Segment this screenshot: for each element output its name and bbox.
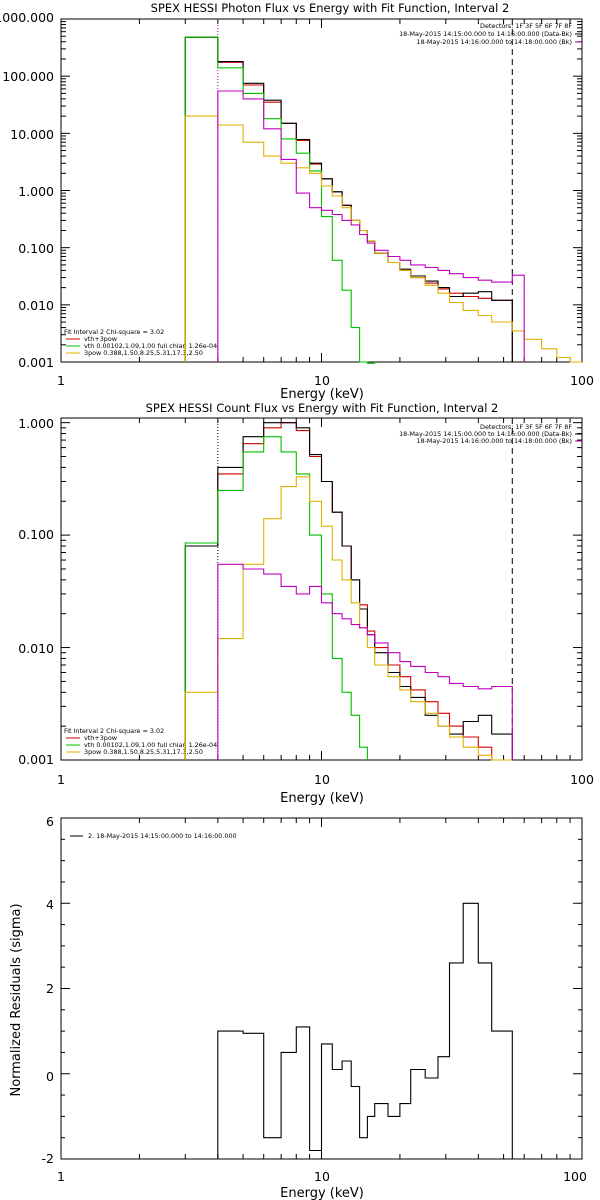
count-y-tick-label: 1.000 — [18, 416, 54, 431]
photon-fit-legend-text: vth+3pow — [84, 335, 117, 343]
count-x-axis-label: Energy (keV) — [280, 791, 364, 806]
residuals-legend-text: 2. 18-May-2015 14:15:00.000 to 14:16:00.… — [88, 832, 237, 840]
count-x-tick-label: 10 — [314, 772, 330, 787]
photon-y-tick-label: 1.000 — [18, 184, 54, 199]
count-detector-legend: Detectors: 1F 3F 5F 6F 7F 8F 18-May-2015… — [399, 423, 572, 445]
count-legend-text: 18-May-2015 14:16:00.000 to 14:18:00.000… — [416, 437, 572, 445]
residuals-y-tick-label: -2 — [42, 1151, 54, 1166]
photon-y-tick-label: 0.001 — [18, 355, 54, 370]
photon-series-1-histogram-line — [184, 36, 513, 362]
photon-y-tick-label: 100.000 — [2, 69, 54, 84]
count-series-4-histogram-line — [217, 563, 513, 760]
count-legend-text: 18-May-2015 14:15:00.000 to 14:16:00.000… — [399, 430, 572, 438]
count-fit-legend-text: vth 0.00102,1.09,1.00 full chian 1.26e-0… — [84, 741, 217, 749]
photon-fit-legend-title: Fit Interval 2 Chi-square = 3.02 — [64, 328, 164, 336]
photon-y-tick-label: 0.010 — [18, 298, 54, 313]
photon-legend-text: Detectors: 1F 3F 5F 6F 7F 8F — [480, 22, 572, 30]
residuals-y-tick-labels: 6 4 2 0 -2 — [42, 814, 55, 1166]
residuals-series-0-histogram-line — [217, 902, 513, 1159]
count-flux-title: SPEX HESSI Count Flux vs Energy with Fit… — [146, 401, 499, 415]
count-fit-legend: Fit Interval 2 Chi-square = 3.02 vth+3po… — [64, 727, 217, 756]
photon-fit-legend-text: 3pow 0.388,1.50,8.25,5.31,17.3,2.50 — [84, 349, 203, 357]
photon-y-tick-label: 1000.000 — [0, 10, 54, 25]
count-legend-text: Detectors: 1F 3F 5F 6F 7F 8F — [480, 423, 572, 431]
photon-y-tick-label: 0.100 — [18, 241, 54, 256]
residuals-panel: 6 4 2 0 -2 1 10 100 Energy (keV) Normali… — [9, 814, 587, 1200]
photon-flux-x-tick-labels: 1 10 100 — [57, 373, 594, 388]
photon-series-3-histogram-line — [184, 115, 582, 363]
residuals-plot-area — [60, 817, 583, 1160]
count-x-tick-label: 100 — [570, 772, 594, 787]
residuals-y-tick-label: 0 — [46, 1069, 54, 1084]
count-flux-y-tick-labels: 1.000 0.100 0.010 0.001 — [18, 416, 54, 767]
photon-x-tick-label: 1 — [57, 373, 65, 388]
photon-flux-y-tick-labels: 1000.000 100.000 10.000 1.000 0.100 0.01… — [0, 10, 54, 370]
count-plot-area — [60, 417, 583, 761]
photon-series-0-histogram-line — [184, 36, 513, 362]
photon-series-2-histogram-line — [184, 36, 376, 364]
residuals-x-tick-labels: 1 10 100 — [57, 1169, 587, 1184]
photon-fit-legend: Fit Interval 2 Chi-square = 3.02 vth+3po… — [64, 328, 217, 357]
residuals-x-tick-label: 1 — [57, 1169, 65, 1184]
residuals-y-tick-label: 4 — [46, 897, 54, 912]
count-y-tick-label: 0.100 — [18, 527, 54, 542]
count-fit-legend-text: vth+3pow — [84, 734, 117, 742]
count-y-tick-label: 0.010 — [18, 641, 54, 656]
count-series-1-histogram-line — [184, 422, 513, 760]
photon-series-4-histogram-line — [217, 90, 525, 362]
photon-x-tick-label: 100 — [570, 373, 594, 388]
photon-legend-text: 18-May-2015 14:16:00.000 to 14:18:00.000… — [416, 38, 572, 46]
count-flux-panel: SPEX HESSI Count Flux vs Energy with Fit… — [18, 401, 594, 806]
photon-detector-legend: Detectors: 1F 3F 5F 6F 7F 8F 18-May-2015… — [399, 22, 572, 46]
photon-flux-panel: SPEX HESSI Photon Flux vs Energy with Fi… — [0, 1, 594, 402]
residuals-x-tick-label: 100 — [563, 1169, 587, 1184]
count-x-tick-label: 1 — [57, 772, 65, 787]
residuals-x-axis-label: Energy (keV) — [280, 1186, 364, 1200]
photon-legend-text: 18-May-2015 14:15:00.000 to 14:16:00.000… — [399, 30, 572, 38]
photon-plot-area — [60, 18, 583, 364]
photon-fit-legend-text: vth 0.00102,1.09,1.00 full chian 1.26e-0… — [84, 342, 217, 350]
count-flux-x-tick-labels: 1 10 100 — [57, 772, 594, 787]
residuals-y-axis-label: Normalized Residuals (sigma) — [9, 903, 24, 1096]
count-series-2-histogram-line — [184, 436, 368, 760]
photon-flux-title: SPEX HESSI Photon Flux vs Energy with Fi… — [151, 1, 510, 15]
photon-x-axis-label: Energy (keV) — [280, 387, 364, 402]
count-y-tick-label: 0.001 — [18, 752, 54, 767]
count-fit-legend-text: 3pow 0.388,1.50,8.25,5.31,17.3,2.50 — [84, 748, 203, 756]
count-fit-legend-title: Fit Interval 2 Chi-square = 3.02 — [64, 727, 164, 735]
count-series-0-histogram-line — [184, 422, 513, 761]
residuals-y-tick-label: 2 — [46, 981, 54, 996]
photon-y-tick-label: 10.000 — [10, 127, 54, 142]
residuals-y-tick-label: 6 — [46, 814, 54, 829]
photon-x-tick-label: 10 — [314, 373, 330, 388]
residuals-x-tick-label: 10 — [314, 1169, 330, 1184]
